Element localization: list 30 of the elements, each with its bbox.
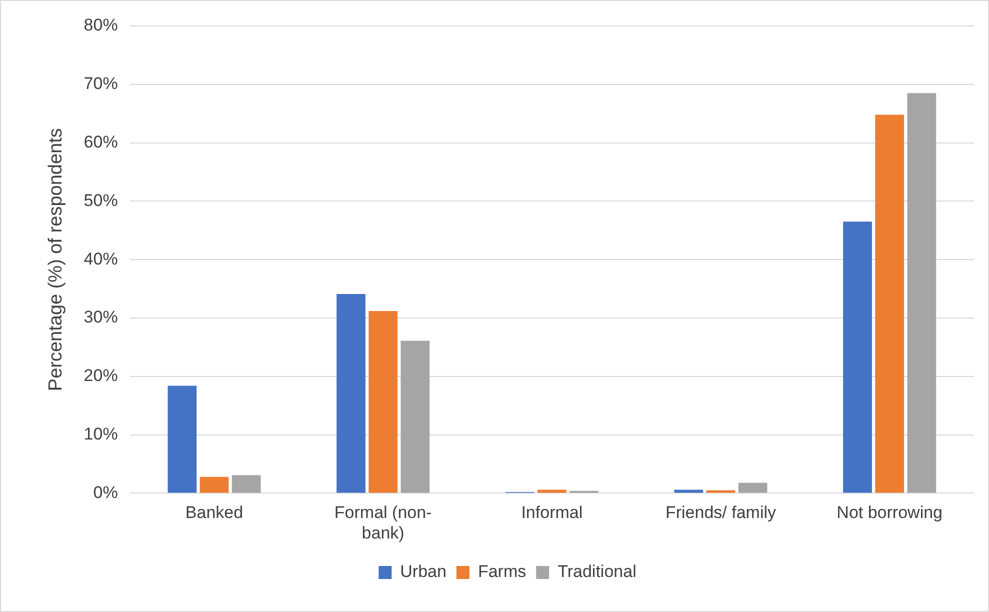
- bar: [336, 294, 366, 493]
- bar: [907, 93, 936, 493]
- x-tick-label: Informal: [521, 503, 583, 522]
- bar: [200, 476, 229, 493]
- bar: [738, 482, 768, 493]
- x-tick-label: Formal (non-bank): [334, 503, 432, 542]
- y-tick-label: 50%: [84, 190, 118, 210]
- bar: [168, 386, 197, 493]
- bar: [232, 475, 261, 493]
- bar: [875, 114, 904, 493]
- bar: [537, 490, 566, 493]
- x-tick-label: Not borrowing: [836, 503, 942, 522]
- y-tick-label: 70%: [84, 74, 118, 94]
- legend-label: Traditional: [558, 562, 636, 582]
- y-tick-label: 20%: [84, 366, 118, 386]
- legend-label: Urban: [400, 562, 446, 582]
- y-tick-label: 80%: [84, 16, 118, 35]
- bar: [368, 310, 398, 493]
- bar: [400, 340, 430, 493]
- x-tick-label: Banked: [185, 503, 244, 522]
- bar: [843, 222, 872, 493]
- y-tick-label: 60%: [84, 132, 118, 152]
- y-tick-label: 10%: [84, 424, 118, 444]
- y-tick-label: 40%: [84, 249, 118, 268]
- legend-label: Farms: [478, 562, 526, 582]
- y-tick-label: 0%: [93, 482, 118, 502]
- y-tick-label: 30%: [84, 308, 118, 327]
- x-tick-label: Friends/ family: [665, 503, 777, 522]
- bar: [674, 490, 704, 493]
- y-axis-title: Percentage (%) of respondents: [46, 128, 67, 392]
